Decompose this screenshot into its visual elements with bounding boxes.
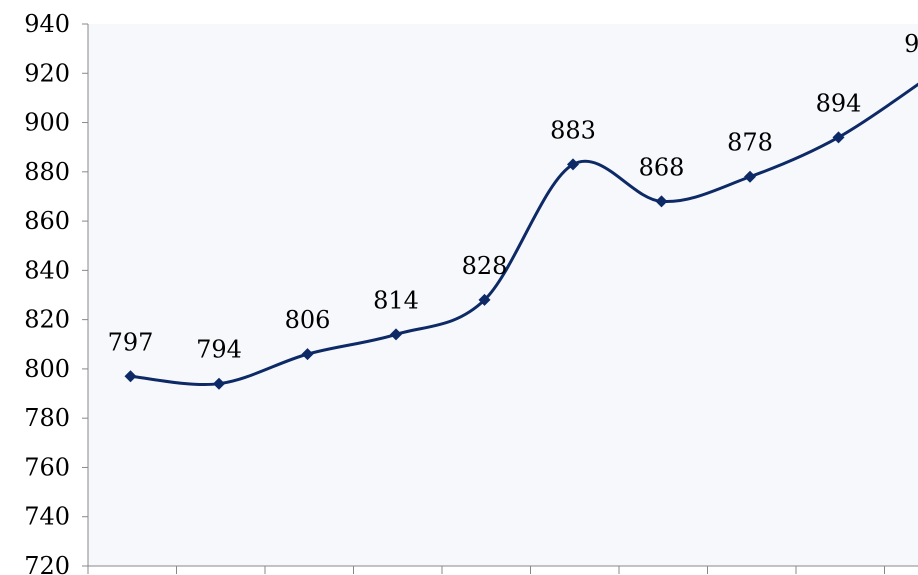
data-label: 797	[108, 328, 154, 356]
data-label: 878	[727, 129, 773, 157]
data-point-marker	[124, 370, 137, 383]
data-label: 883	[550, 116, 596, 144]
data-point-marker	[567, 158, 579, 171]
y-tick-label: 800	[24, 355, 70, 383]
data-point-marker	[301, 348, 314, 361]
data-label: 828	[462, 252, 508, 280]
y-tick-label: 900	[24, 109, 70, 137]
data-label: 814	[373, 286, 419, 314]
data-point-marker	[744, 170, 756, 183]
data-point-marker	[478, 293, 491, 306]
y-tick-label: 740	[24, 503, 70, 531]
x-axis-ticks	[87, 566, 885, 574]
data-label: 794	[196, 336, 242, 364]
y-axis-tick-labels: 720 740 760 780 800 820 840 860 880 900 920 940	[24, 10, 88, 575]
y-tick-label: 760	[24, 453, 70, 481]
data-label: 918	[904, 30, 918, 58]
data-label: 806	[285, 306, 331, 334]
y-tick-label: 860	[24, 207, 70, 235]
data-point-marker	[390, 328, 402, 341]
data-markers	[124, 131, 845, 390]
y-tick-label: 720	[24, 552, 70, 575]
y-tick-label: 820	[24, 306, 70, 334]
data-label: 868	[639, 153, 685, 181]
y-tick-label: 840	[24, 256, 70, 284]
data-labels: 797 794 806 814 828 883 868 878 894 918	[108, 30, 918, 363]
y-tick-label: 780	[24, 404, 70, 432]
y-tick-label: 940	[24, 10, 70, 38]
y-tick-label: 920	[24, 59, 70, 87]
data-point-marker	[213, 377, 225, 390]
y-tick-label: 880	[24, 158, 70, 186]
data-point-marker	[832, 131, 845, 144]
data-point-marker	[655, 195, 668, 208]
data-label: 894	[816, 89, 862, 117]
series-line	[130, 82, 918, 386]
plot-area	[88, 24, 918, 566]
